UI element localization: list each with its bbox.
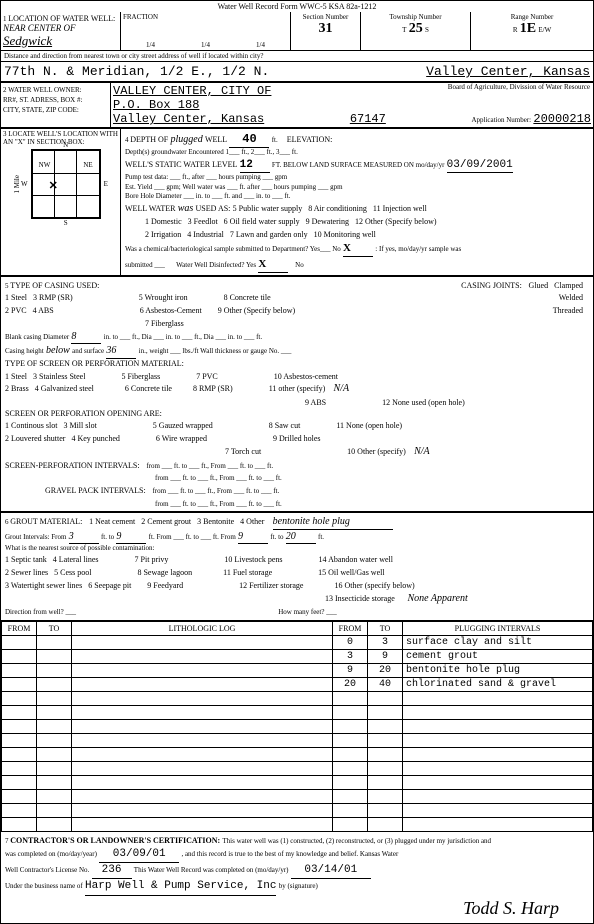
addr-val: P.O. Box 188: [113, 98, 591, 112]
distance-row: Distance and direction from nearest town…: [1, 51, 593, 62]
table-row: [2, 789, 593, 803]
table-row: 920bentonite hole plug: [2, 663, 593, 677]
township-num: 25: [409, 21, 423, 36]
distance-value-row: 77th N. & Meridian, 1/2 E., 1/2 N. Valle…: [1, 62, 593, 83]
chem-no-x: X: [343, 241, 373, 257]
table-row: [2, 803, 593, 817]
static-date: 03/09/2001: [447, 158, 513, 174]
distance-val: 77th N. & Meridian, 1/2 E., 1/2 N.: [4, 64, 269, 79]
signature: Todd S. Harp: [463, 898, 559, 918]
none-apparent: None Apparent: [408, 593, 468, 604]
cert-date2: 03/14/01: [291, 863, 371, 879]
table-row: [2, 761, 593, 775]
csz-val: Valley Center, Kansas: [113, 112, 264, 126]
blank-d: 8: [71, 330, 101, 345]
biz-name: Harp Well & Pump Service, Inc: [85, 879, 276, 895]
form-header: Water Well Record Form WWC-5 KSA 82a-121…: [1, 1, 593, 12]
board-text: Board of Agriculture, Divission of Water…: [448, 83, 590, 91]
range-num: 1E: [520, 21, 536, 36]
sec34-row: 3 LOCATE WELL'S LOCATION WITH AN "X" IN …: [1, 129, 593, 277]
sec5: 5 TYPE OF CASING USED: CASING JOINTS: Gl…: [1, 277, 593, 513]
cert-date1: 03/09/01: [99, 847, 179, 863]
static-val: 12: [240, 158, 270, 174]
sec7: 7 CONTRACTOR'S OR LANDOWNER'S CERTIFICAT…: [1, 832, 593, 923]
section-grid: N S NW NE ✕: [31, 149, 101, 219]
wwc5-form: Water Well Record Form WWC-5 KSA 82a-121…: [0, 0, 594, 924]
log-table: FROM TO LITHOLOGIC LOG FROM TO PLUGGING …: [1, 621, 593, 832]
table-row: 39cement grout: [2, 649, 593, 663]
grout-other: bentonite hole plug: [273, 515, 393, 530]
lic-num: 236: [92, 863, 132, 879]
table-row: [2, 817, 593, 831]
depth-val: 40: [229, 131, 269, 148]
table-row: [2, 747, 593, 761]
sec2-row: 2 WATER WELL OWNER: RR#, ST. ADRESS, BOX…: [1, 83, 593, 129]
disinf-yes-x: X: [258, 257, 288, 273]
county: Sedgwick: [3, 33, 52, 48]
section-num: 31: [293, 21, 358, 37]
frac-label: FRACTION: [123, 13, 158, 21]
screen-na: N/A: [334, 383, 350, 394]
app-num: 20000218: [533, 112, 591, 126]
city-state: Valley Center, Kansas: [426, 64, 590, 79]
table-row: [2, 719, 593, 733]
open-na: N/A: [414, 446, 430, 457]
fraction-note: NEAR CENTER OF: [3, 23, 76, 33]
surface-val: 36: [106, 344, 136, 359]
loc-label: LOCATION OF WATER WELL:: [8, 14, 115, 23]
sec6: 6 GROUT MATERIAL: 1 Neat cement2 Cement …: [1, 513, 593, 621]
sec1-row: 1 LOCATION OF WATER WELL: NEAR CENTER OF…: [1, 12, 593, 51]
section-label: Section Number: [293, 13, 358, 21]
table-row: 2040chlorinated sand & gravel: [2, 677, 593, 691]
location-x-mark: ✕: [49, 179, 58, 192]
table-row: [2, 775, 593, 789]
table-row: [2, 691, 593, 705]
table-row: 03surface clay and silt: [2, 635, 593, 649]
table-row: [2, 705, 593, 719]
zip-val: 67147: [350, 112, 386, 126]
township-label: Township Number: [363, 13, 468, 21]
range-label: Range Number: [473, 13, 591, 21]
table-row: [2, 733, 593, 747]
